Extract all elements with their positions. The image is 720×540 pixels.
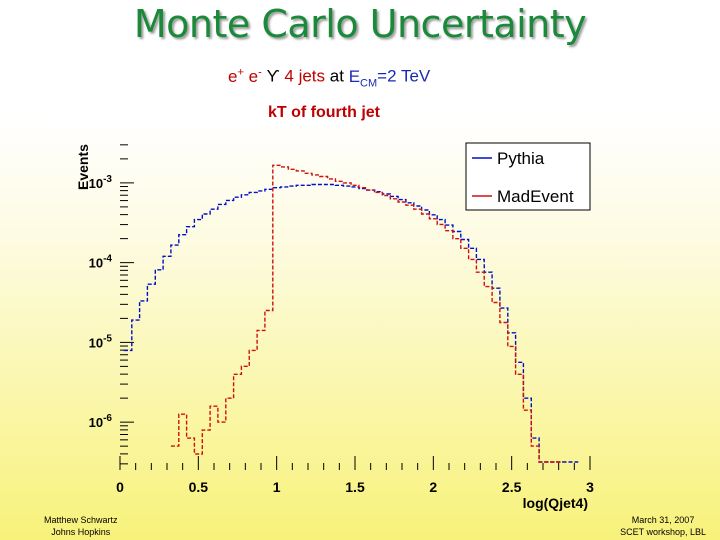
footer-date: March 31, 2007 <box>631 515 695 525</box>
x-tick-label: 0.5 <box>189 479 209 495</box>
legend-label: Pythia <box>497 149 545 168</box>
x-tick-label: 2.5 <box>502 479 522 495</box>
x-tick-label: 1.5 <box>345 479 365 495</box>
footer-author-name: Matthew Schwartz <box>44 515 118 525</box>
x-tick-label: 3 <box>586 479 594 495</box>
y-tick-label: 10-5 <box>89 333 113 350</box>
y-tick-label: 10-6 <box>89 413 113 430</box>
subtitle-ecm-value: =2 TeV <box>377 66 431 86</box>
footer-workshop: SCET workshop, LBL <box>620 527 706 537</box>
white-patch <box>46 88 248 124</box>
subtitle-e-plus: e+ <box>228 66 244 86</box>
series-madevent <box>170 164 563 463</box>
subtitle-at: at <box>329 66 344 86</box>
footer-event: March 31, 2007 SCET workshop, LBL <box>620 514 706 538</box>
subtitle-ecm: ECM <box>348 66 378 90</box>
slide-subtitle: e+ e- ϒ 4 jets at ECM=2 TeV <box>228 66 430 89</box>
chart-axes: 10-3 10-4 10-5 10-6 Events 0 0.5 1 1.5 2 2.5 3log(Q… <box>75 144 594 511</box>
y-axis-label: Events <box>75 144 91 190</box>
x-axis-label: log(Qjet4) <box>523 495 588 511</box>
legend-box <box>465 142 591 211</box>
chart-title: kT of fourth jet <box>268 104 380 121</box>
chart-series <box>123 164 579 463</box>
chart-legend: Pythia MadEvent <box>465 142 591 211</box>
subtitle-e-minus: e- <box>248 66 262 86</box>
series-pythia <box>123 183 579 463</box>
slide-title: Monte Carlo Uncertainty <box>133 2 587 46</box>
x-tick-label: 2 <box>429 479 437 495</box>
subtitle-jets: 4 jets <box>284 66 326 86</box>
footer-author: Matthew Schwartz Johns Hopkins <box>44 514 118 538</box>
y-tick-label: 10-4 <box>89 254 113 271</box>
x-tick-label: 0 <box>116 479 124 495</box>
x-tick-label: 1 <box>273 479 281 495</box>
subtitle-arrow: ϒ <box>266 66 280 86</box>
y-tick-label: 10-3 <box>89 174 113 191</box>
legend-label: MadEvent <box>497 187 574 206</box>
footer-author-affiliation: Johns Hopkins <box>51 527 111 537</box>
